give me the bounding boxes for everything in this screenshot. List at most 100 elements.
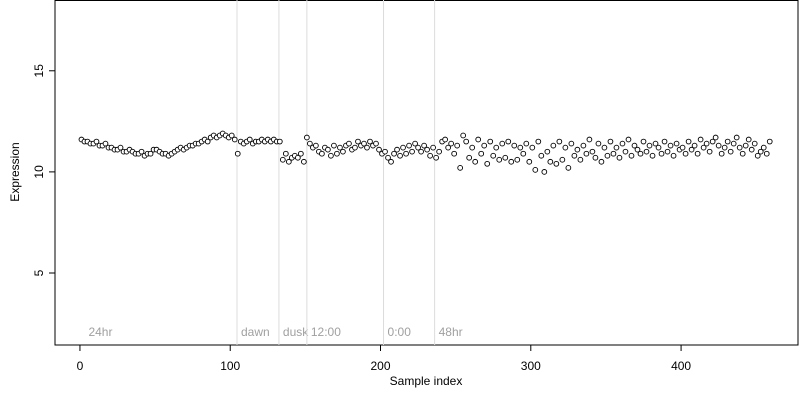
point (117, 144, 124, 151)
point (424, 146, 430, 153)
point (478, 150, 485, 157)
point (295, 154, 301, 161)
point (514, 156, 521, 163)
point (409, 148, 415, 155)
point (547, 158, 554, 165)
point (367, 138, 373, 145)
point (697, 136, 704, 143)
point (138, 148, 145, 155)
point (457, 164, 464, 171)
point (730, 140, 737, 147)
point (334, 150, 340, 157)
event-label: 48hr (439, 325, 463, 339)
point (571, 152, 578, 159)
point (285, 158, 292, 165)
point (279, 156, 286, 163)
point (541, 169, 548, 175)
x-tick-label: 0 (77, 359, 84, 373)
point (102, 140, 109, 147)
point (231, 136, 238, 143)
point (757, 148, 764, 155)
point (643, 148, 650, 155)
point (712, 134, 719, 141)
point (282, 150, 289, 157)
x-tick-label: 300 (521, 359, 541, 373)
point (427, 152, 433, 159)
point (331, 142, 337, 149)
point (670, 152, 677, 159)
point (754, 152, 761, 159)
point (700, 144, 707, 151)
point (694, 150, 701, 157)
point (382, 148, 388, 155)
point (204, 138, 211, 145)
point (361, 140, 367, 147)
point (451, 150, 458, 157)
point (346, 140, 352, 147)
point (490, 152, 497, 159)
point (682, 150, 689, 157)
point (496, 156, 503, 163)
point (586, 136, 593, 143)
point (595, 140, 602, 147)
point (580, 142, 587, 149)
point (499, 140, 506, 147)
y-tick-label: 10 (32, 165, 46, 179)
point (418, 148, 424, 155)
point (517, 144, 524, 151)
event-label: 24hr (88, 325, 112, 339)
point (652, 140, 659, 147)
point (412, 140, 418, 147)
point (613, 144, 620, 151)
point (553, 160, 560, 167)
point (607, 138, 614, 145)
point (228, 132, 235, 139)
point (550, 142, 557, 149)
point (304, 134, 310, 141)
point (763, 150, 770, 157)
point (673, 140, 680, 147)
point (616, 154, 623, 161)
point (736, 144, 743, 151)
point (454, 142, 461, 149)
point (619, 140, 626, 147)
point (715, 142, 722, 149)
point (538, 152, 545, 159)
point (526, 158, 533, 165)
point (520, 150, 527, 157)
point (313, 142, 319, 149)
point (688, 146, 695, 153)
point (706, 148, 713, 155)
point (589, 148, 596, 155)
point (532, 167, 539, 173)
point (376, 146, 382, 153)
point (733, 134, 740, 141)
point (622, 148, 629, 155)
point (721, 144, 728, 151)
point (466, 154, 473, 161)
point (460, 132, 467, 139)
point (748, 146, 755, 153)
point (631, 142, 638, 149)
point (391, 150, 397, 157)
point (727, 148, 734, 155)
point (421, 142, 427, 149)
point (505, 138, 512, 145)
point (724, 138, 731, 145)
point (598, 158, 605, 165)
point (766, 138, 773, 145)
point (646, 142, 653, 149)
point (508, 158, 515, 165)
point (481, 142, 488, 149)
y-tick-label: 15 (32, 64, 46, 78)
event-label: dawn (241, 325, 270, 339)
point (355, 138, 361, 145)
point (475, 136, 482, 143)
point (628, 152, 635, 159)
x-tick-label: 200 (370, 359, 390, 373)
point (445, 144, 451, 151)
point (703, 140, 710, 147)
point (442, 136, 448, 143)
event-label: dusk (283, 325, 309, 339)
point (93, 138, 100, 145)
